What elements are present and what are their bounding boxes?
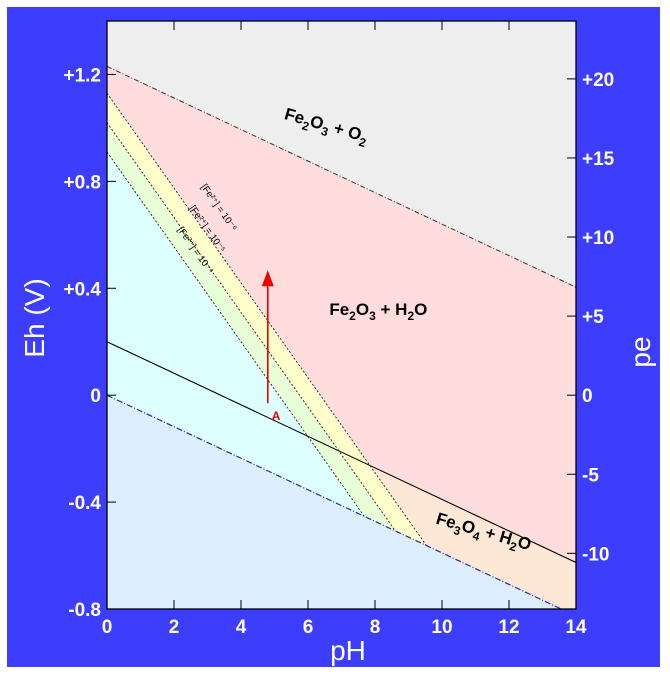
region-label-part: + H (376, 300, 408, 319)
region-label-part: O (308, 112, 326, 134)
y-right-tick-label: +5 (582, 307, 604, 328)
o2-stability-region (107, 21, 576, 288)
fe-boundary-line-2 (107, 122, 396, 532)
region-label-part: O (459, 516, 477, 538)
x-tick-label: 10 (431, 617, 452, 638)
region-label-part: 3 (320, 124, 331, 139)
region-label-part: 3 (452, 523, 463, 538)
region-label-part: O (414, 300, 427, 319)
y-axis-title-left: Eh (V) (19, 278, 50, 357)
magnetite-hematite-line (107, 341, 576, 563)
redox-arrow-head (261, 270, 274, 287)
axes: 0 2 4 6 8 10 12 14 +1.2 +0.8 +0.4 0 -0.4 -0.8 +20 +15 +1… (63, 21, 615, 638)
plot-border (106, 20, 577, 610)
x-tick-label: 8 (370, 617, 381, 638)
x-axis-title: pH (330, 635, 366, 666)
plot-lines (107, 65, 576, 609)
y-left-tick-label: +0.8 (63, 172, 101, 193)
region-label-part: 4 (471, 529, 482, 544)
y-right-tick-label: 0 (582, 386, 593, 407)
magnetite-region (369, 465, 576, 609)
region-label-part: 2 (407, 309, 414, 323)
region-label-part: Fe (434, 509, 458, 533)
fe-band-5-4 (107, 122, 396, 531)
x-tick-label: 6 (303, 617, 314, 638)
fe-boundary-line-1 (107, 92, 427, 546)
region-label-part: O (356, 300, 369, 319)
y-left-tick-label: -0.8 (68, 600, 101, 621)
y-left-tick-label: 0 (90, 386, 101, 407)
y-left-tick-label: +1.2 (63, 65, 101, 86)
x-tick-label: 0 (102, 617, 113, 638)
y-left-tick-label: -0.4 (68, 493, 101, 514)
region-label-part: O (515, 532, 533, 554)
y-axis-title-right: pe (625, 336, 656, 367)
h2o-h2-line (107, 394, 563, 609)
y-right-tick-label: +15 (582, 149, 615, 170)
region-label-part: 2 (349, 309, 356, 323)
region-label-part: 2 (508, 539, 519, 554)
y-left-tick-label: +0.4 (63, 279, 101, 300)
hematite-region (107, 66, 576, 563)
y-right-tick-label: -10 (582, 544, 609, 565)
region-label-part: Fe (282, 104, 306, 128)
arrow-label: A (272, 409, 281, 423)
o2-h2o-line (107, 65, 576, 288)
region-label-part: 3 (369, 309, 376, 323)
x-tick-label: 14 (565, 617, 587, 638)
region-label-1: Fe2O3 + O2 (281, 104, 370, 150)
x-tick-label: 2 (169, 617, 180, 638)
x-tick-label: 4 (236, 617, 247, 638)
y-right-tick-label: +10 (582, 228, 614, 249)
region-label-2: Fe2O3 + H2O (329, 300, 427, 323)
plot-regions (107, 21, 576, 609)
y-right-tick-label: +20 (582, 70, 614, 91)
region-label-part: 2 (357, 135, 368, 150)
x-tick-label: 12 (498, 617, 519, 638)
region-label-part: Fe (329, 300, 349, 319)
region-label-part: 2 (300, 118, 311, 133)
y-right-tick-label: -5 (582, 465, 599, 486)
